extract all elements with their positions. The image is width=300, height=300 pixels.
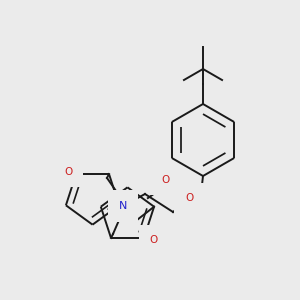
Text: O: O — [161, 175, 169, 185]
Text: O: O — [150, 235, 158, 245]
Text: O: O — [185, 193, 193, 203]
Text: O: O — [64, 167, 72, 177]
Text: N: N — [119, 201, 127, 211]
